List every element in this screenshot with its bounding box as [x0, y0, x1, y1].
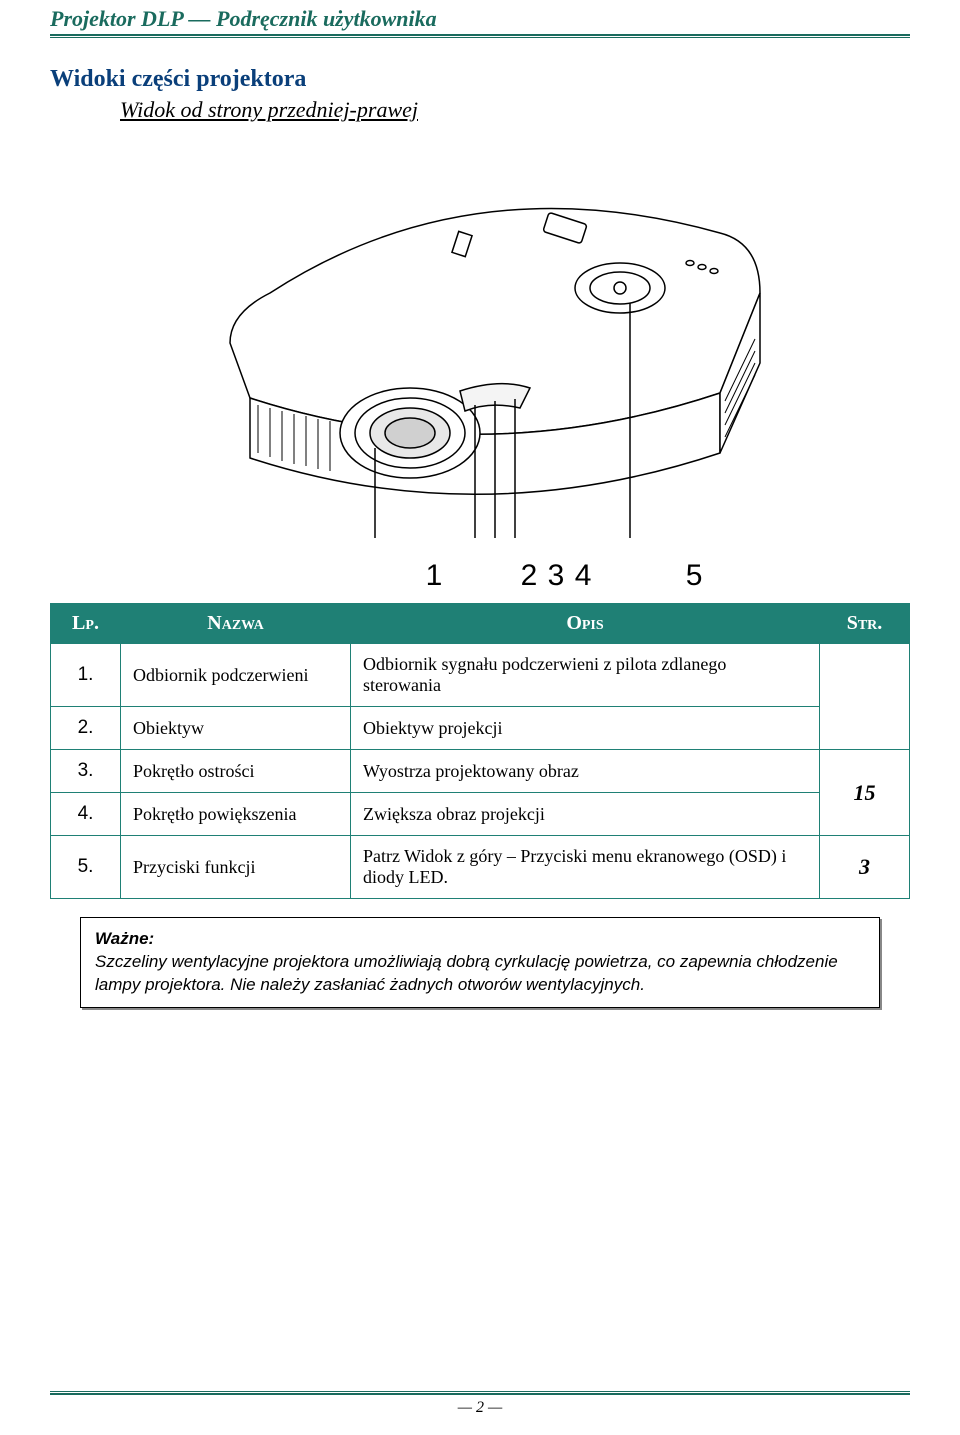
cell-name: Pokrętło powiększenia [121, 793, 351, 836]
page-footer: — 2 — [0, 1391, 960, 1417]
cell-name: Przyciski funkcji [121, 836, 351, 899]
footer-divider [50, 1391, 910, 1395]
cell-num: 5. [51, 836, 121, 899]
cell-name: Pokrętło ostrości [121, 750, 351, 793]
cell-page: 3 [820, 836, 910, 899]
cell-desc: Obiektyw projekcji [351, 707, 820, 750]
table-row: 2. Obiektyw Obiektyw projekcji [51, 707, 910, 750]
callout-4: 4 [575, 559, 592, 593]
cell-page [820, 644, 910, 750]
parts-table: Lp. Nazwa Opis Str. 1. Odbiornik podczer… [50, 603, 910, 899]
callout-5: 5 [686, 559, 703, 593]
table-row: 1. Odbiornik podczerwieni Odbiornik sygn… [51, 644, 910, 707]
cell-num: 4. [51, 793, 121, 836]
callout-2: 2 [521, 559, 538, 593]
cell-desc: Zwiększa obraz projekcji [351, 793, 820, 836]
projector-illustration [160, 143, 800, 553]
note-label: Ważne: [95, 928, 865, 951]
document-header: Projektor DLP — Podręcznik użytkownika [50, 0, 910, 34]
subsection-title: Widok od strony przedniej-prawej [120, 97, 910, 123]
col-page: Str. [820, 604, 910, 644]
cell-desc: Odbiornik sygnału podczerwieni z pilota … [351, 644, 820, 707]
table-header-row: Lp. Nazwa Opis Str. [51, 604, 910, 644]
col-desc: Opis [351, 604, 820, 644]
cell-num: 1. [51, 644, 121, 707]
table-row: 4. Pokrętło powiększenia Zwiększa obraz … [51, 793, 910, 836]
note-text: Szczeliny wentylacyjne projektora umożli… [95, 951, 865, 997]
cell-page: 15 [820, 750, 910, 836]
col-name: Nazwa [121, 604, 351, 644]
callout-numbers: 1 2 3 4 5 [50, 559, 910, 593]
cell-name: Obiektyw [121, 707, 351, 750]
header-divider [50, 34, 910, 38]
cell-name: Odbiornik podczerwieni [121, 644, 351, 707]
projector-figure: 1 2 3 4 5 [50, 133, 910, 593]
cell-num: 3. [51, 750, 121, 793]
callout-3: 3 [548, 559, 565, 593]
cell-num: 2. [51, 707, 121, 750]
table-row: 3. Pokrętło ostrości Wyostrza projektowa… [51, 750, 910, 793]
page-number: — 2 — [458, 1399, 502, 1416]
section-title: Widoki części projektora [50, 66, 910, 93]
table-row: 5. Przyciski funkcji Patrz Widok z góry … [51, 836, 910, 899]
cell-desc: Patrz Widok z góry – Przyciski menu ekra… [351, 836, 820, 899]
col-lp: Lp. [51, 604, 121, 644]
callout-1: 1 [426, 559, 443, 593]
cell-desc: Wyostrza projektowany obraz [351, 750, 820, 793]
important-note: Ważne: Szczeliny wentylacyjne projektora… [80, 917, 880, 1008]
